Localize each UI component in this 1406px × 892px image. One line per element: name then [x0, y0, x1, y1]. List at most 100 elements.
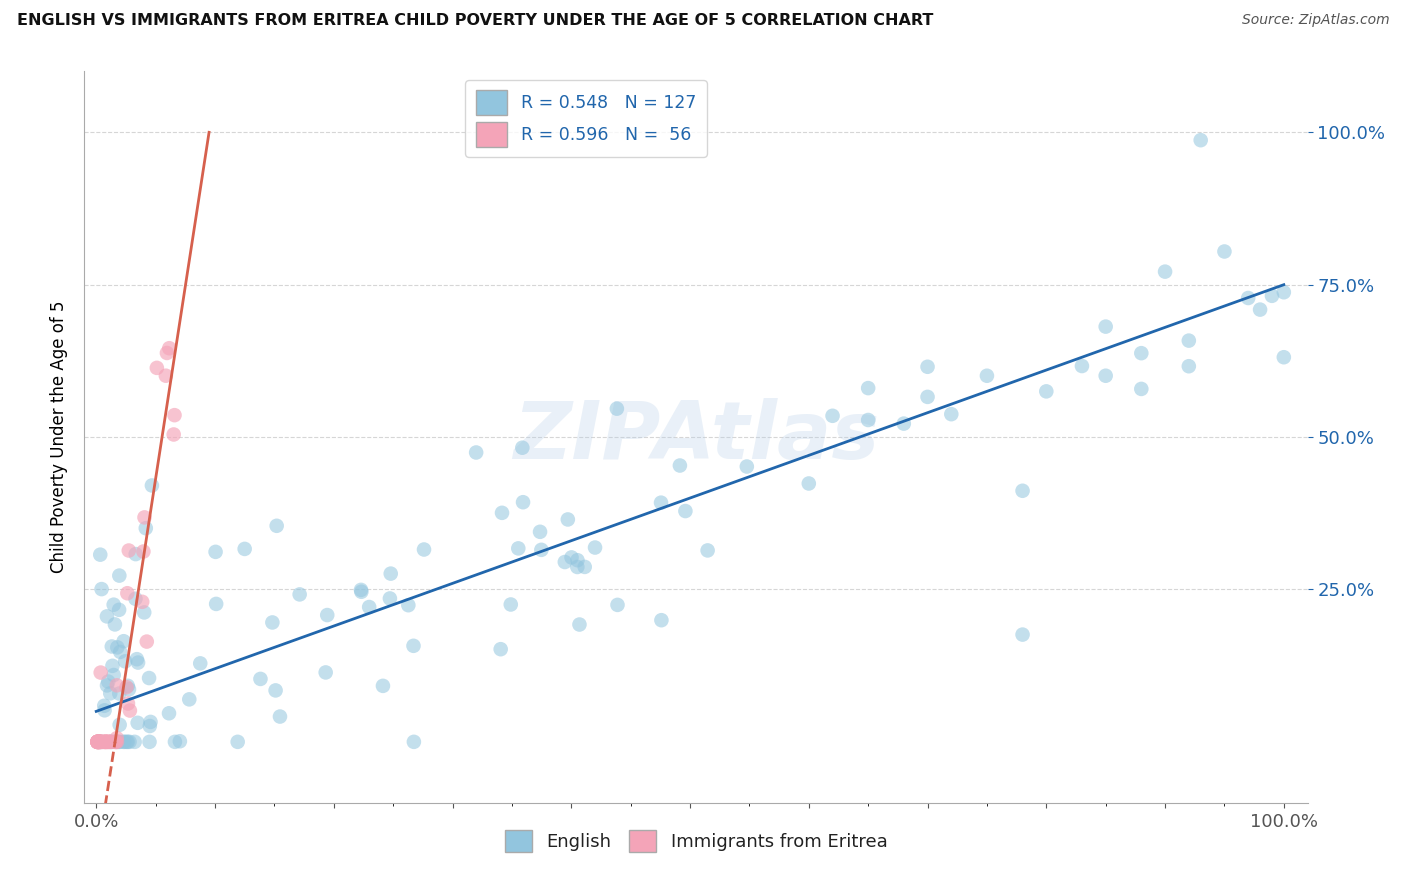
Point	[117, 697, 139, 711]
Point	[1272, 285, 1295, 300]
Point	[118, 543, 141, 558]
Point	[87, 735, 110, 749]
Point	[249, 672, 271, 686]
Point	[96, 609, 118, 624]
Point	[264, 683, 287, 698]
Text: ZIPAtlas: ZIPAtlas	[513, 398, 879, 476]
Point	[104, 735, 127, 749]
Point	[89, 735, 111, 749]
Point	[491, 506, 513, 520]
Point	[86, 735, 108, 749]
Point	[135, 521, 157, 535]
Point	[105, 731, 128, 746]
Point	[797, 476, 820, 491]
Point	[100, 735, 122, 749]
Point	[107, 735, 129, 749]
Point	[163, 408, 186, 422]
Point	[87, 735, 110, 749]
Point	[669, 458, 692, 473]
Point	[118, 682, 141, 697]
Point	[156, 346, 179, 360]
Point	[101, 658, 124, 673]
Point	[371, 679, 394, 693]
Point	[124, 591, 146, 606]
Point	[146, 360, 169, 375]
Point	[87, 735, 110, 749]
Point	[650, 496, 672, 510]
Point	[134, 510, 156, 524]
Point	[134, 606, 156, 620]
Point	[413, 542, 436, 557]
Point	[115, 735, 138, 749]
Point	[499, 598, 522, 612]
Point	[155, 368, 177, 383]
Point	[350, 582, 373, 597]
Point	[117, 735, 139, 749]
Point	[117, 586, 139, 600]
Point	[110, 645, 132, 659]
Point	[90, 735, 112, 749]
Point	[288, 587, 311, 601]
Point	[1035, 384, 1057, 399]
Point	[108, 568, 131, 582]
Point	[86, 735, 108, 749]
Point	[87, 735, 110, 749]
Point	[465, 445, 488, 459]
Point	[97, 674, 120, 689]
Point	[108, 603, 131, 617]
Point	[163, 735, 186, 749]
Point	[673, 504, 696, 518]
Point	[86, 735, 108, 749]
Point	[917, 390, 939, 404]
Point	[127, 656, 149, 670]
Point	[114, 654, 136, 668]
Point	[402, 735, 425, 749]
Point	[118, 704, 141, 718]
Point	[554, 555, 576, 569]
Point	[105, 640, 128, 655]
Point	[856, 413, 879, 427]
Point	[1272, 350, 1295, 364]
Point	[125, 652, 148, 666]
Point	[89, 735, 111, 749]
Point	[86, 735, 108, 749]
Point	[138, 735, 160, 749]
Point	[1189, 133, 1212, 147]
Point	[976, 368, 998, 383]
Point	[402, 639, 425, 653]
Point	[89, 735, 111, 749]
Point	[1094, 319, 1116, 334]
Point	[86, 735, 108, 749]
Point	[98, 686, 121, 700]
Point	[508, 541, 530, 556]
Point	[112, 634, 135, 648]
Point	[512, 441, 534, 455]
Point	[226, 735, 249, 749]
Point	[132, 544, 155, 558]
Y-axis label: Child Poverty Under the Age of 5: Child Poverty Under the Age of 5	[49, 301, 67, 574]
Point	[917, 359, 939, 374]
Point	[105, 735, 128, 749]
Point	[90, 665, 112, 680]
Text: Source: ZipAtlas.com: Source: ZipAtlas.com	[1241, 13, 1389, 28]
Point	[117, 679, 139, 693]
Point	[93, 735, 115, 749]
Point	[90, 735, 112, 749]
Point	[557, 512, 579, 526]
Point	[91, 735, 114, 749]
Point	[97, 735, 120, 749]
Point	[1261, 289, 1284, 303]
Point	[821, 409, 844, 423]
Point	[489, 642, 512, 657]
Point	[560, 550, 582, 565]
Point	[138, 671, 160, 685]
Text: ENGLISH VS IMMIGRANTS FROM ERITREA CHILD POVERTY UNDER THE AGE OF 5 CORRELATION : ENGLISH VS IMMIGRANTS FROM ERITREA CHILD…	[17, 13, 934, 29]
Point	[139, 714, 162, 729]
Point	[89, 735, 111, 749]
Point	[105, 735, 128, 749]
Point	[1011, 483, 1033, 498]
Point	[941, 407, 963, 421]
Point	[93, 703, 115, 717]
Point	[856, 381, 879, 395]
Point	[94, 735, 117, 749]
